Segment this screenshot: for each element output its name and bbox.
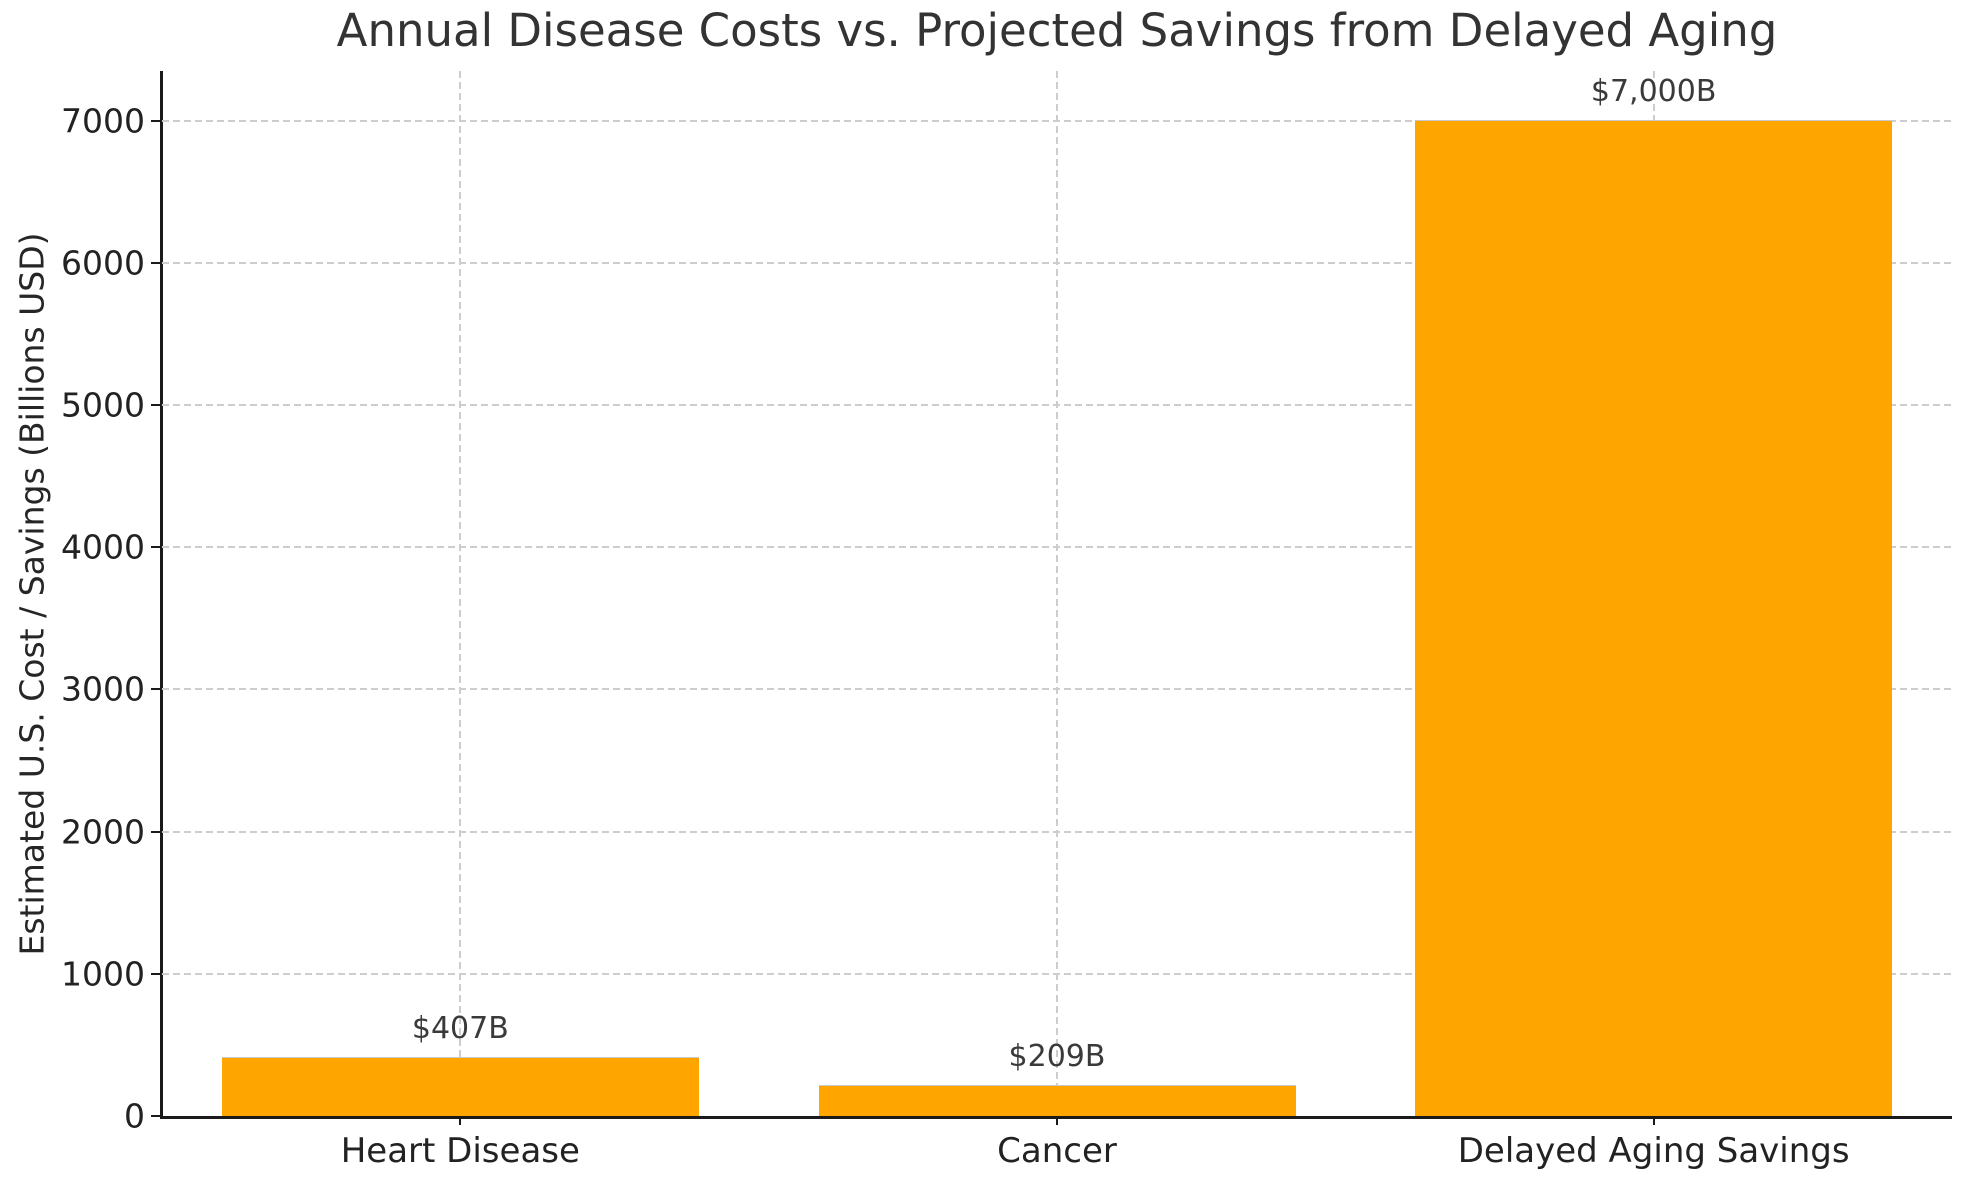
y-tick-6000 <box>151 261 160 264</box>
y-tick-label-2000: 2000 <box>61 812 145 852</box>
bar-value-label-delayed-aging-savings: $7,000B <box>1590 73 1717 109</box>
x-category-label-heart-disease: Heart Disease <box>340 1131 580 1171</box>
y-tick-3000 <box>151 688 160 691</box>
y-tick-label-6000: 6000 <box>61 243 145 283</box>
y-tick-label-7000: 7000 <box>61 101 145 141</box>
x-tick-heart-disease <box>459 1116 462 1125</box>
y-tick-2000 <box>151 830 160 833</box>
x-category-label-cancer: Cancer <box>997 1131 1117 1171</box>
y-tick-label-4000: 4000 <box>61 527 145 567</box>
y-tick-0 <box>151 1115 160 1117</box>
y-tick-1000 <box>151 972 160 975</box>
y-tick-4000 <box>151 546 160 549</box>
bar-delayed-aging-savings <box>1415 119 1893 1116</box>
v-gridline-heart-disease <box>459 71 462 1116</box>
y-axis-label: Estimated U.S. Cost / Savings (Billions … <box>12 232 52 956</box>
x-category-label-delayed-aging-savings: Delayed Aging Savings <box>1457 1131 1850 1171</box>
plot-area: 0 1000 2000 3000 4000 5000 6000 7000 Heart Disea… <box>61 71 1952 1171</box>
y-tick-label-1000: 1000 <box>61 954 145 994</box>
y-axis-spine <box>160 71 163 1116</box>
bar-cancer <box>818 1085 1296 1116</box>
y-tick-label-3000: 3000 <box>61 669 145 709</box>
y-tick-label-5000: 5000 <box>61 385 145 425</box>
y-tick-7000 <box>151 119 160 122</box>
x-tick-delayed-aging-savings <box>1652 1116 1655 1125</box>
bar-value-label-cancer: $209B <box>1008 1039 1106 1075</box>
bar-heart-disease <box>221 1057 699 1116</box>
bar-value-label-heart-disease: $407B <box>411 1011 509 1047</box>
x-tick-cancer <box>1056 1116 1058 1125</box>
y-tick-5000 <box>151 404 160 407</box>
chart-title: Annual Disease Costs vs. Projected Savin… <box>336 4 1778 57</box>
y-tick-label-0: 0 <box>124 1096 145 1136</box>
v-gridline-cancer <box>1056 71 1058 1116</box>
